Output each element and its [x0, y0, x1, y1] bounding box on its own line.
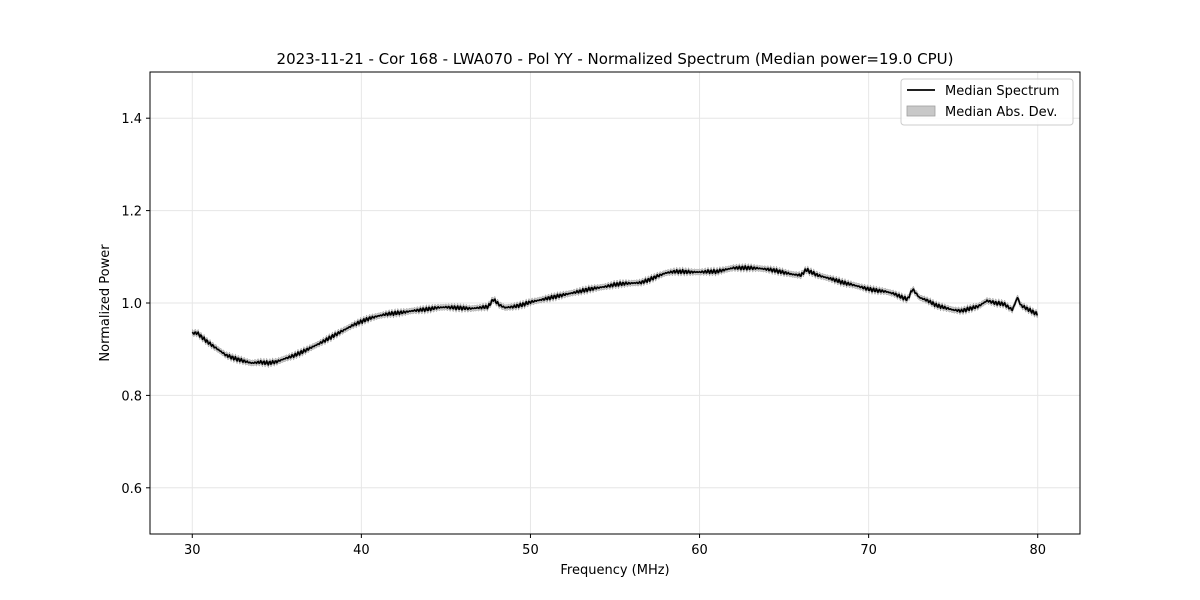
- x-tick-label: 40: [353, 543, 370, 558]
- x-tick-label: 50: [522, 543, 539, 558]
- y-tick-label: 1.2: [121, 205, 142, 220]
- legend-median-abs-dev-label: Median Abs. Dev.: [945, 105, 1057, 120]
- legend-median-abs-dev-swatch: [906, 105, 936, 117]
- y-tick-label: 1.0: [121, 297, 142, 312]
- y-axis-ticks: 0.6 0.8 1.0 1.2 1.4: [121, 112, 150, 497]
- legend: Median Spectrum Median Abs. Dev.: [900, 78, 1074, 126]
- x-tick-label: 30: [184, 543, 201, 558]
- x-tick-label: 70: [860, 543, 877, 558]
- x-tick-label: 60: [691, 543, 708, 558]
- legend-median-spectrum-label: Median Spectrum: [945, 84, 1059, 99]
- y-tick-label: 1.4: [121, 112, 142, 127]
- y-tick-label: 0.6: [121, 482, 142, 497]
- median-abs-dev-band: [192, 262, 1038, 369]
- median-spectrum-line: [191, 265, 1038, 366]
- chart-title: 2023-11-21 - Cor 168 - LWA070 - Pol YY -…: [277, 50, 954, 68]
- x-tick-label: 80: [1029, 543, 1046, 558]
- y-axis-label: Normalized Power: [98, 244, 113, 362]
- y-tick-label: 0.8: [121, 389, 142, 404]
- x-axis-ticks: 30 40 50 60 70 80: [184, 534, 1046, 558]
- legend-box: [900, 78, 1074, 126]
- grid-lines: [150, 72, 1080, 534]
- x-axis-label: Frequency (MHz): [560, 563, 669, 578]
